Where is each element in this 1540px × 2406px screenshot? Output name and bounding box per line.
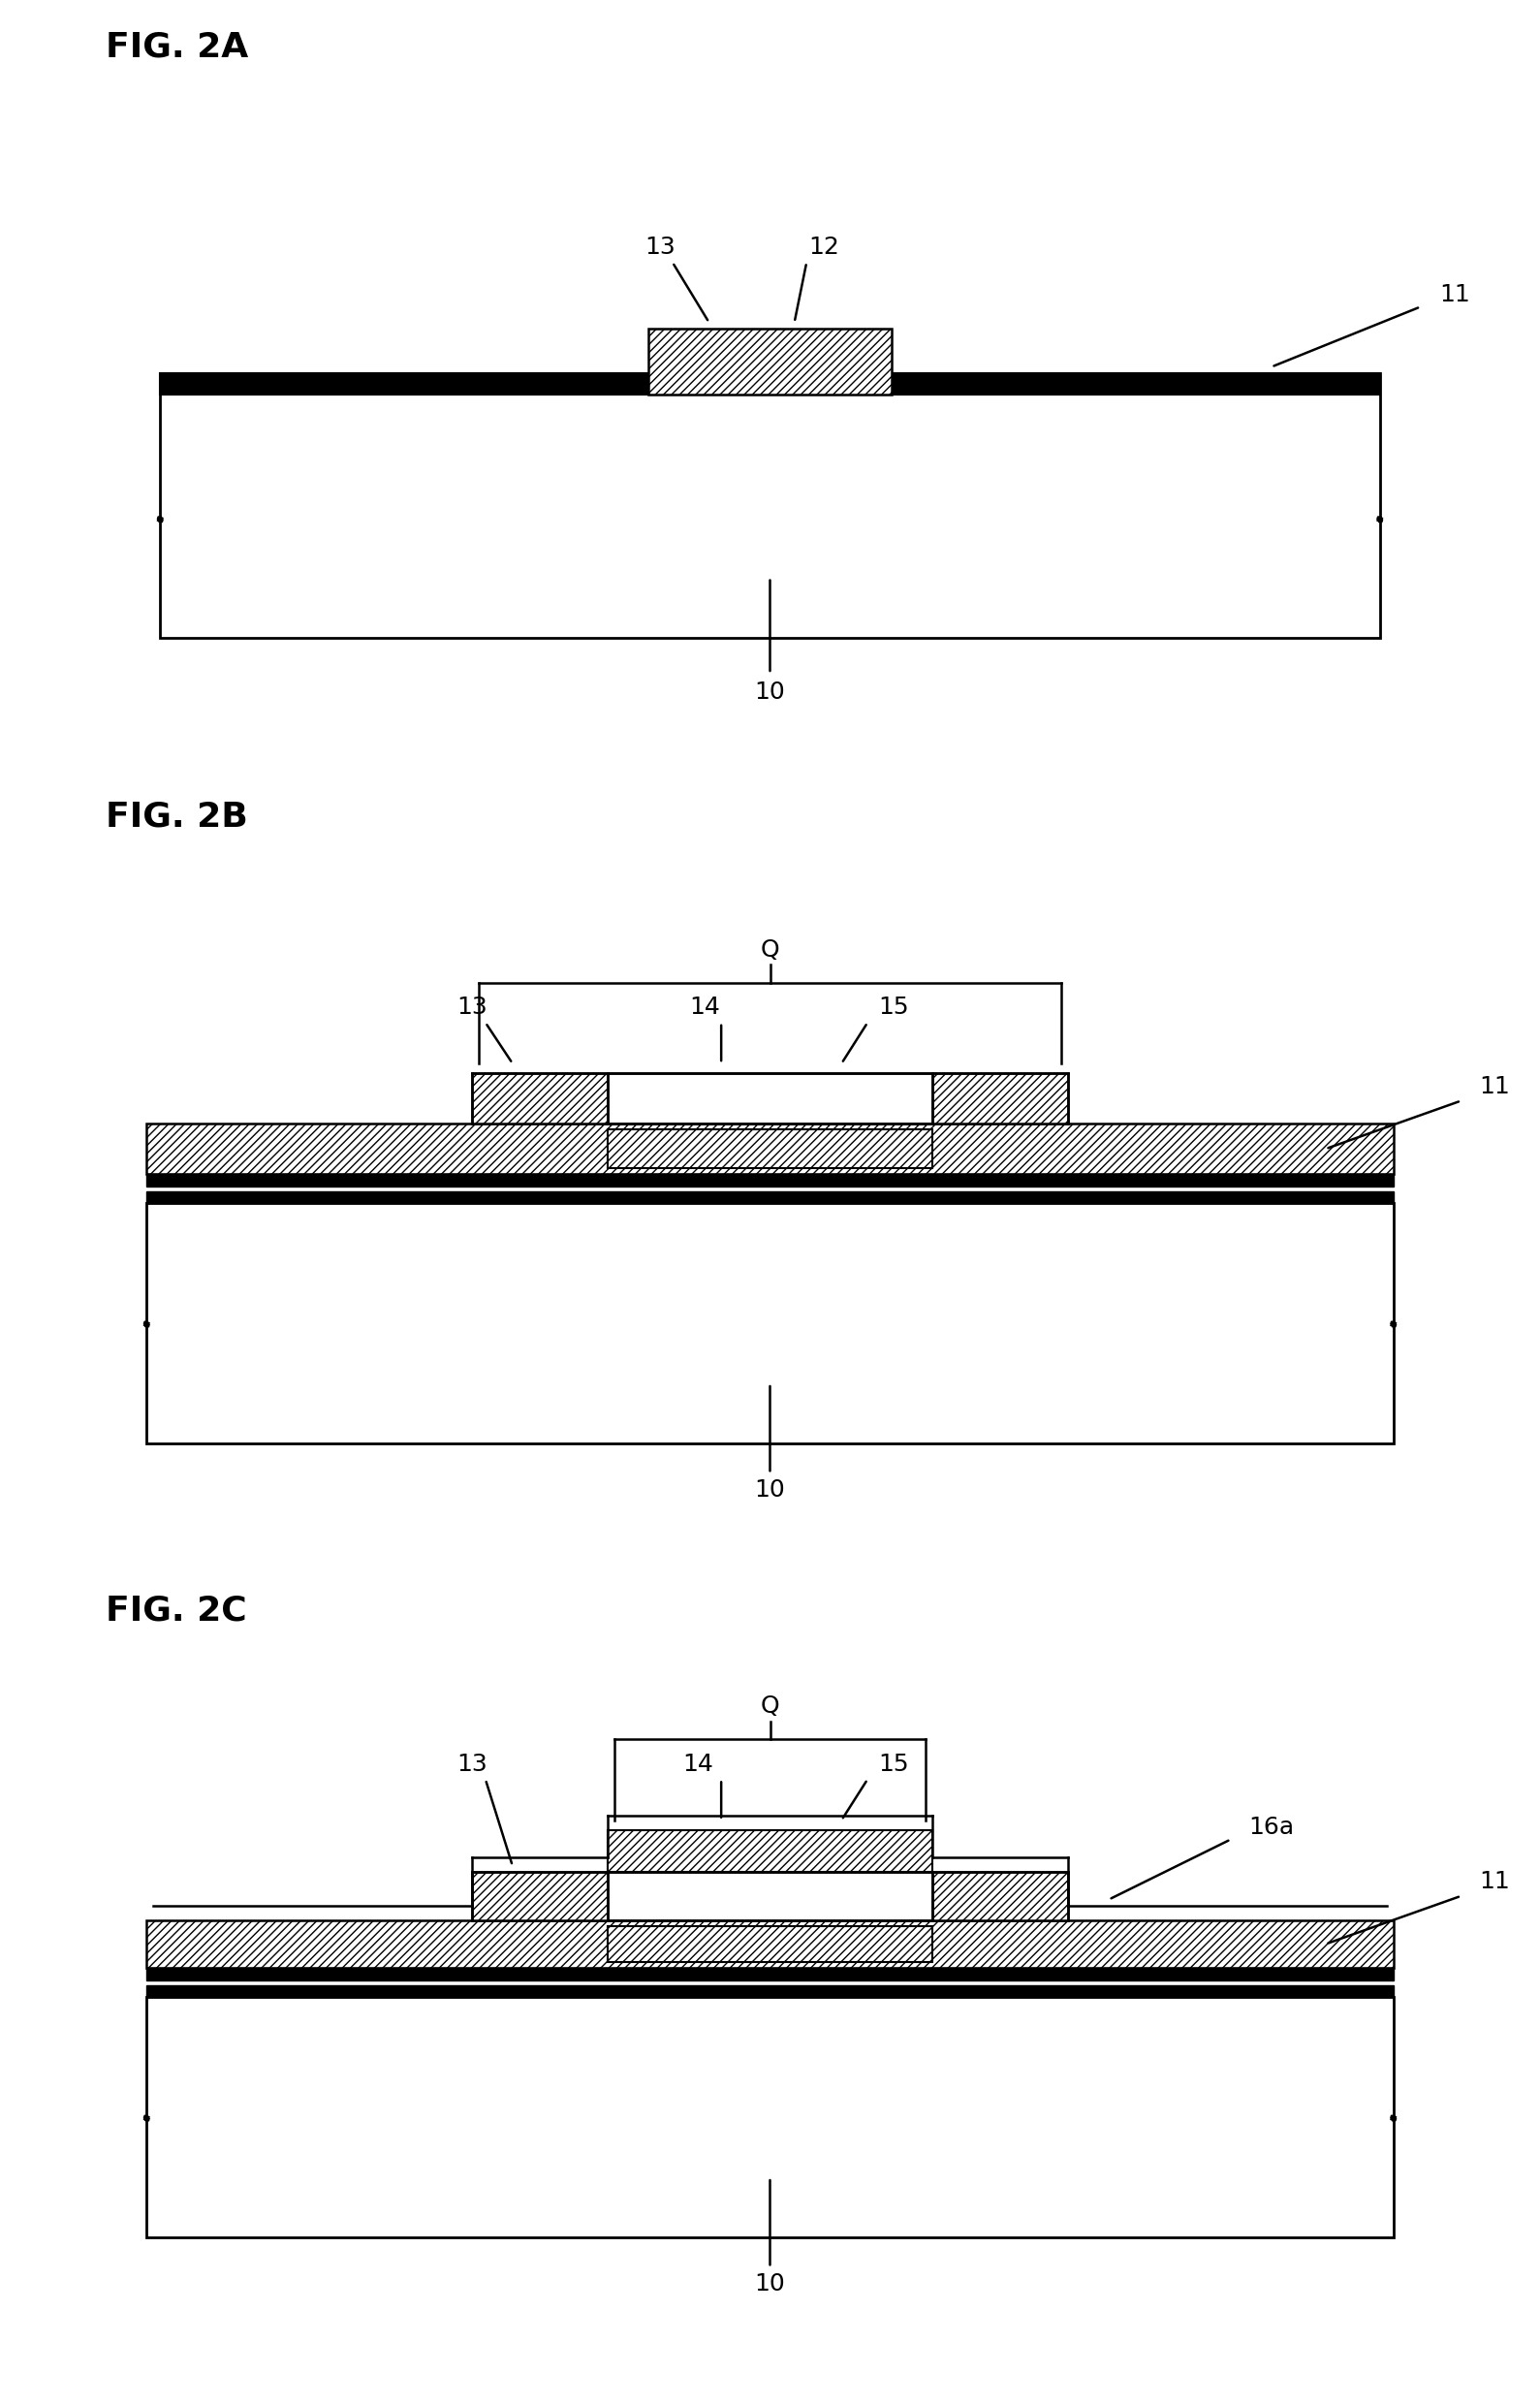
Bar [160, 373, 1380, 395]
Text: 15: 15 [878, 996, 909, 1020]
Text: Q: Q [761, 1694, 779, 1718]
Text: 14: 14 [690, 996, 721, 1020]
Text: 15: 15 [878, 1752, 909, 1776]
Bar [160, 373, 1380, 638]
Text: 13: 13 [645, 236, 676, 260]
Bar [146, 1968, 1394, 1980]
Text: 16a: 16a [1249, 1817, 1294, 1838]
Text: 11: 11 [1438, 284, 1469, 308]
Bar [146, 1124, 1394, 1174]
Bar [607, 1925, 933, 1963]
Bar [471, 1073, 607, 1124]
Text: 11: 11 [1480, 1869, 1511, 1894]
Bar [146, 1191, 1394, 1203]
Bar [146, 1997, 1394, 2238]
Text: 10: 10 [755, 1477, 785, 1501]
Text: 10: 10 [755, 2271, 785, 2295]
Text: 11: 11 [1480, 1075, 1511, 1097]
Bar [146, 1174, 1394, 1186]
Bar [471, 1872, 607, 1920]
Text: 13: 13 [456, 996, 487, 1020]
Bar [648, 330, 892, 395]
Bar [933, 1073, 1069, 1124]
Text: 10: 10 [755, 681, 785, 705]
Bar [146, 1920, 1394, 1968]
Text: 13: 13 [456, 1752, 487, 1776]
Bar [607, 1831, 933, 1872]
Bar [146, 1203, 1394, 1444]
Bar [146, 1985, 1394, 1997]
Text: FIG. 2B: FIG. 2B [106, 799, 248, 832]
Text: 12: 12 [808, 236, 839, 260]
Text: FIG. 2C: FIG. 2C [106, 1595, 246, 1626]
Bar [933, 1872, 1069, 1920]
Text: FIG. 2A: FIG. 2A [106, 31, 248, 63]
Bar [607, 1073, 933, 1124]
Bar [607, 1131, 933, 1169]
Text: Q: Q [761, 938, 779, 960]
Text: 14: 14 [684, 1752, 715, 1776]
Bar [607, 1872, 933, 1920]
